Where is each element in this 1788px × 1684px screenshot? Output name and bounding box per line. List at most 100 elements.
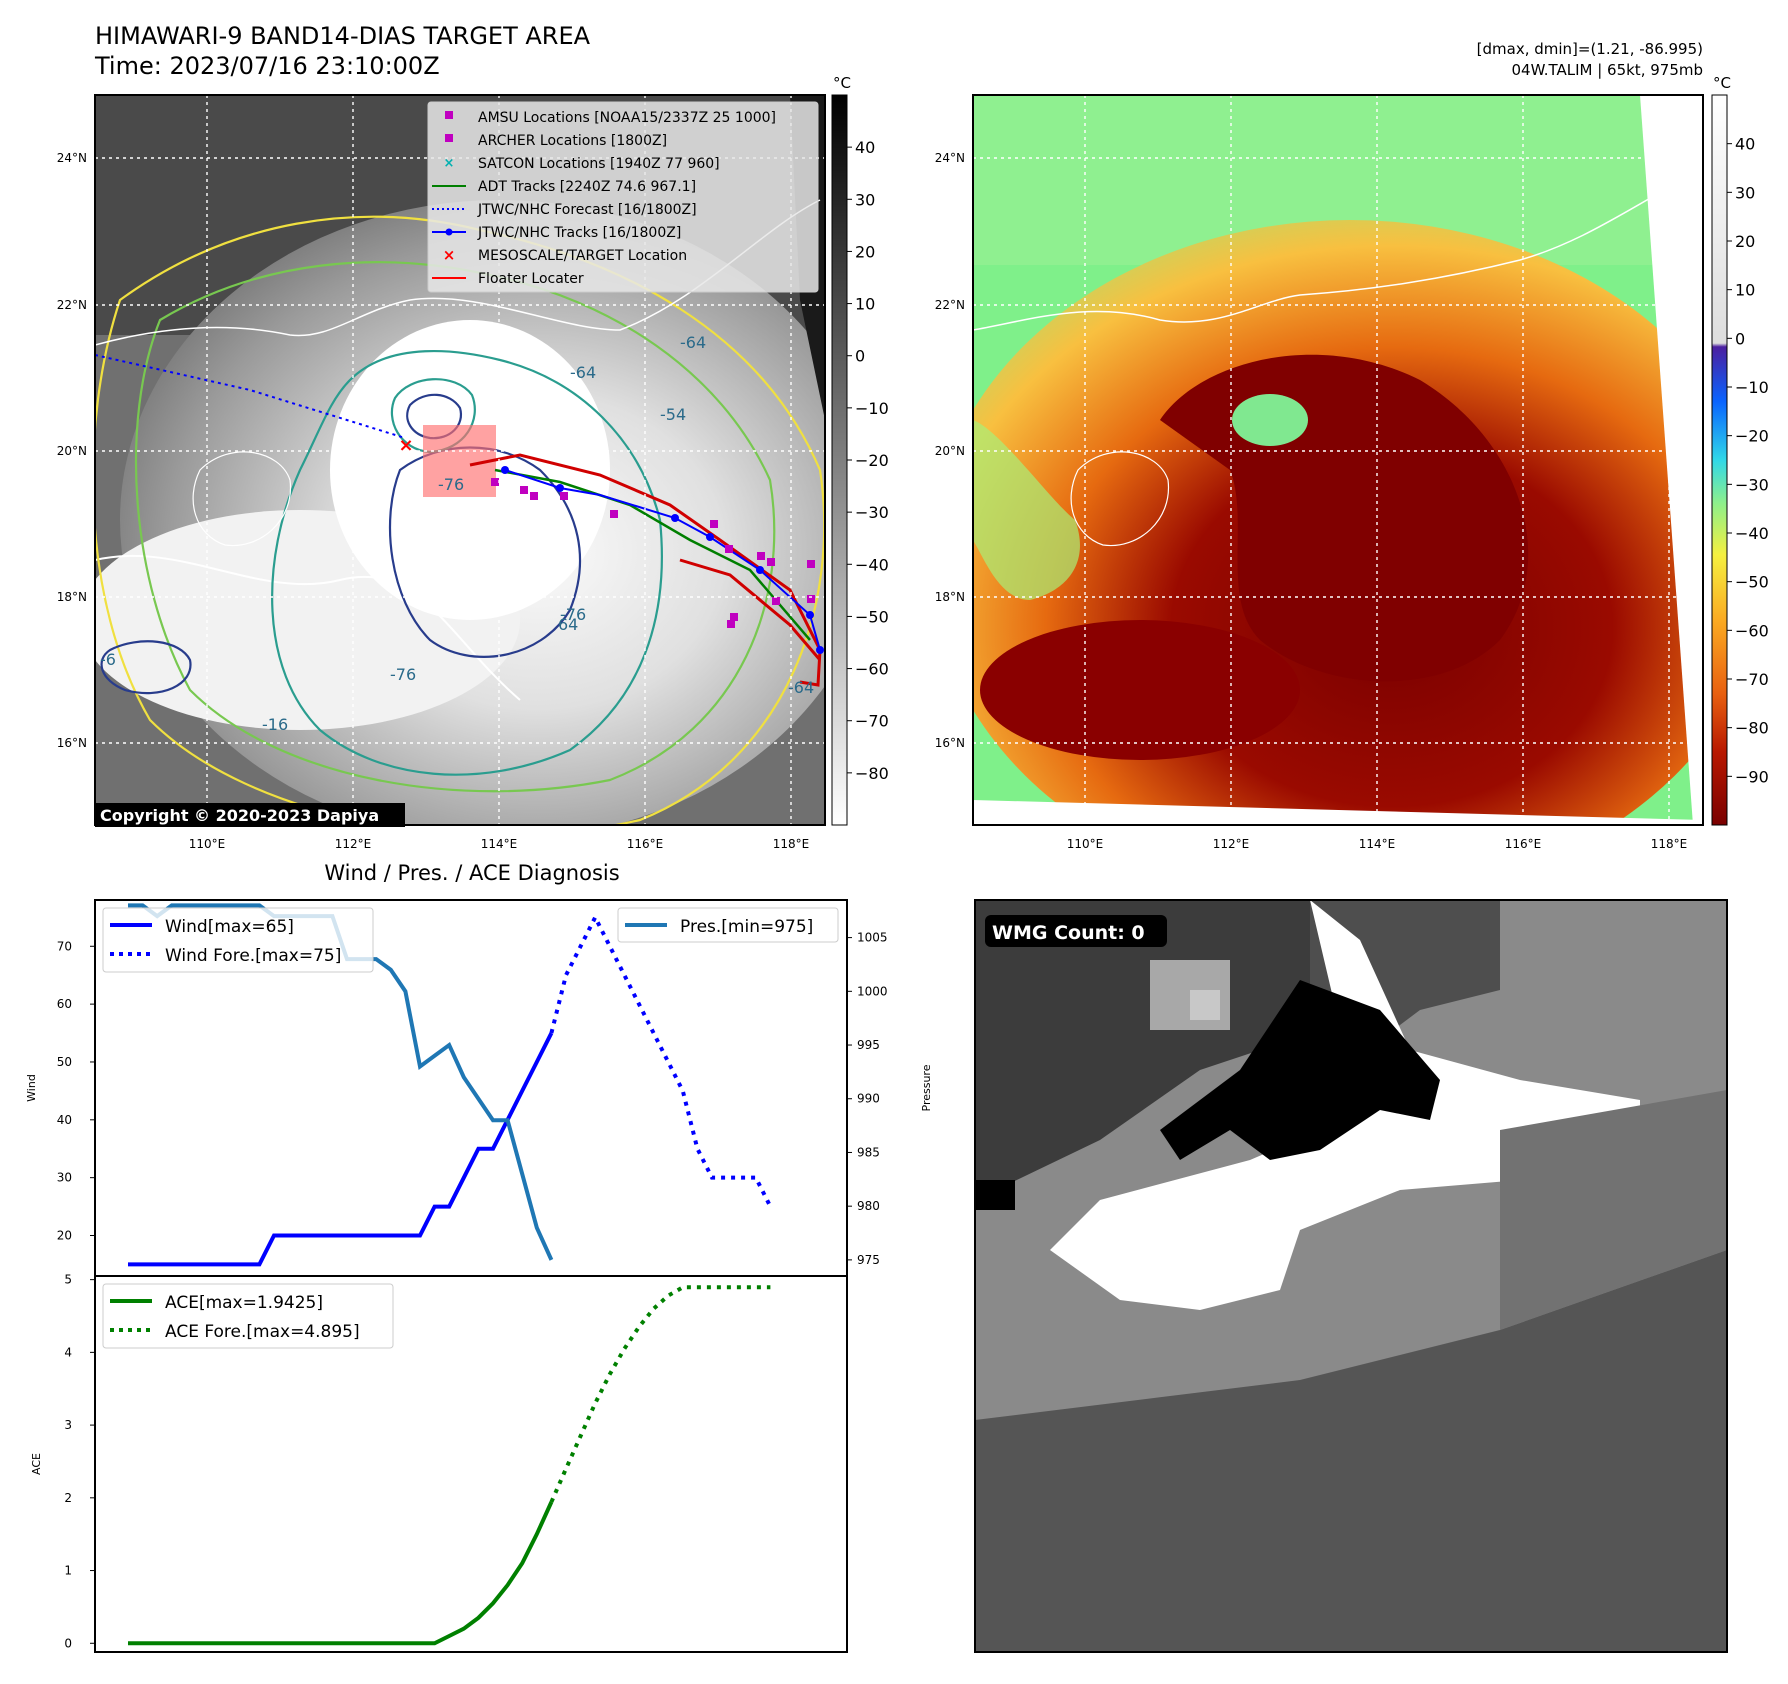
colorbar-tick-label: −60 [855, 660, 889, 679]
legend-forecast: JTWC/NHC Forecast [16/1800Z] [432, 202, 697, 218]
legend-archer: ARCHER Locations [1800Z] [445, 133, 667, 149]
lon-tick-label: 110°E [1067, 837, 1104, 851]
lat-tick-label: 22°N [57, 298, 87, 312]
hainan-coast [192, 451, 292, 547]
colorbar-tick-label: −70 [1735, 670, 1769, 689]
y-tick-label: 4 [64, 1345, 72, 1359]
svg-text:-64: -64 [680, 333, 706, 352]
svg-text:-76: -76 [438, 475, 464, 494]
colorbar-tick-label: −50 [855, 607, 889, 626]
legend-jtwc: JTWC/NHC Tracks [16/1800Z] [432, 225, 681, 241]
svg-text:AMSU Locations [NOAA15/2337Z 2: AMSU Locations [NOAA15/2337Z 25 1000] [478, 110, 776, 126]
wmg-frame [974, 899, 1728, 1653]
lat-tick-label: 18°N [935, 590, 965, 604]
colorbar-tick-label: −10 [855, 399, 889, 418]
y-tick-label-right: 985 [857, 1145, 880, 1159]
svg-text:Wind Fore.[max=75]: Wind Fore.[max=75] [165, 946, 341, 966]
y-tick-label: 40 [57, 1113, 72, 1127]
ace-legend: ACE[max=1.9425] ACE Fore.[max=4.895] [102, 1283, 394, 1349]
svg-text:×: × [444, 156, 455, 171]
y-tick-label: 70 [57, 939, 72, 953]
colorbar-tick-label: −20 [1735, 427, 1769, 446]
lat-tick-label: 16°N [57, 736, 87, 750]
lon-tick-label: 114°E [481, 837, 518, 851]
svg-text:MESOSCALE/TARGET Location: MESOSCALE/TARGET Location [478, 248, 687, 264]
lon-tick-label: 118°E [1651, 837, 1688, 851]
lat-tick-label: 24°N [935, 151, 965, 165]
colorbar-tick-label: −40 [855, 555, 889, 574]
y-tick-label: 60 [57, 997, 72, 1011]
svg-text:ARCHER Locations [1800Z]: ARCHER Locations [1800Z] [478, 133, 667, 149]
storm-label: 04W.TALIM | 65kt, 975mb [1512, 61, 1704, 79]
legend-amsu: AMSU Locations [NOAA15/2337Z 25 1000] [445, 110, 776, 126]
colorbar-tick-label: −10 [1735, 378, 1769, 397]
svg-text:-6: -6 [100, 650, 116, 669]
y-tick-label: 5 [64, 1273, 72, 1287]
colorbar-tick-label: 10 [855, 295, 875, 314]
y-tick-label: 2 [64, 1491, 72, 1505]
coastline-right [973, 169, 1703, 331]
svg-text:ACE Fore.[max=4.895]: ACE Fore.[max=4.895] [165, 1322, 360, 1342]
contour-navy [388, 446, 582, 658]
svg-text:JTWC/NHC Forecast [16/1800Z]: JTWC/NHC Forecast [16/1800Z] [477, 202, 697, 218]
lon-tick-label: 110°E [189, 837, 226, 851]
map-tick-labels: 110°E 112°E 114°E 116°E 118°E 24°N 22°N 20°N 18°… [57, 151, 1688, 851]
colorbar-tick-label: −20 [855, 451, 889, 470]
y-tick-label: 30 [57, 1171, 72, 1185]
y-tick-label-right: 1000 [857, 984, 888, 998]
ace-ylabel: ACE [30, 1453, 43, 1475]
lat-tick-label: 20°N [57, 444, 87, 458]
svg-text:-76: -76 [560, 605, 586, 624]
figure-time: Time: 2023/07/16 23:10:00Z [94, 52, 440, 80]
ir-color-map [973, 95, 1703, 825]
lon-tick-label: 112°E [1213, 837, 1250, 851]
contour-labels: -64 -54 -64 -16 -76 -76 -76 -6 64 -64 [100, 333, 814, 734]
jtwc-forecast-track [95, 354, 406, 439]
colorbar-tick-label: 20 [855, 242, 875, 261]
colorbar-tick-label: −40 [1735, 524, 1769, 543]
floater-track [469, 453, 822, 687]
floater-track-2 [679, 558, 822, 661]
series-line [128, 1501, 554, 1646]
pres-ylabel: Pressure [920, 1064, 933, 1111]
lon-tick-label: 114°E [1359, 837, 1396, 851]
colorbar-tick-label: −60 [1735, 621, 1769, 640]
color-colorbar [1711, 94, 1728, 826]
colorbar-tick-label: 10 [1735, 281, 1755, 300]
colorbar-tick-label: 30 [855, 190, 875, 209]
wmg-label-box [985, 915, 1167, 947]
lat-tick-label: 16°N [935, 736, 965, 750]
contour-navy-sw [100, 640, 192, 695]
svg-text:-64: -64 [570, 363, 596, 382]
y-tick-label: 50 [57, 1055, 72, 1069]
figure-title: HIMAWARI-9 BAND14-DIAS TARGET AREA [95, 22, 591, 50]
svg-text:ADT Tracks [2240Z 74.6 967.1]: ADT Tracks [2240Z 74.6 967.1] [478, 179, 696, 195]
copyright: Copyright © 2020-2023 Dapiya [100, 806, 379, 825]
y-tick-label: 0 [64, 1636, 72, 1650]
ace-axes-frame [94, 1275, 848, 1653]
legend-adt: ADT Tracks [2240Z 74.6 967.1] [432, 179, 696, 195]
target-marker: × [398, 435, 413, 456]
wmg-panel [975, 900, 1727, 1652]
colorbar-tick-label: −90 [1735, 767, 1769, 786]
gray-colorbar [831, 94, 848, 826]
y-tick-label: 20 [57, 1229, 72, 1243]
colorbar-tick-label: 20 [1735, 232, 1755, 251]
colorbar-tick-label: −70 [855, 712, 889, 731]
svg-text:-64: -64 [788, 678, 814, 697]
wind-legend: Wind[max=65] Wind Fore.[max=75] [102, 907, 374, 973]
lat-tick-label: 24°N [57, 151, 87, 165]
lon-tick-label: 116°E [1505, 837, 1542, 851]
y-tick-label: 3 [64, 1418, 72, 1432]
y-tick-label-right: 980 [857, 1199, 880, 1213]
y-tick-label-right: 990 [857, 1092, 880, 1106]
gray-colorbar-ticks: 40 30 20 10 0 −10 −20 −30 −40 −50 −60 −70 −80 [847, 138, 889, 783]
legend-floater: Floater Locater [432, 271, 584, 287]
color-colorbar-ticks: 40 30 20 10 0 −10 −20 −30 −40 −50 −60 −70 −80 −90 [1727, 135, 1769, 786]
map-frame-left [94, 94, 826, 826]
wind-ylabel: Wind [25, 1074, 38, 1102]
copyright-box [95, 803, 405, 827]
pres-legend: Pres.[min=975] [617, 907, 839, 943]
legend-target: × MESOSCALE/TARGET Location [443, 246, 687, 264]
colorbar-tick-label: 0 [1735, 329, 1745, 348]
